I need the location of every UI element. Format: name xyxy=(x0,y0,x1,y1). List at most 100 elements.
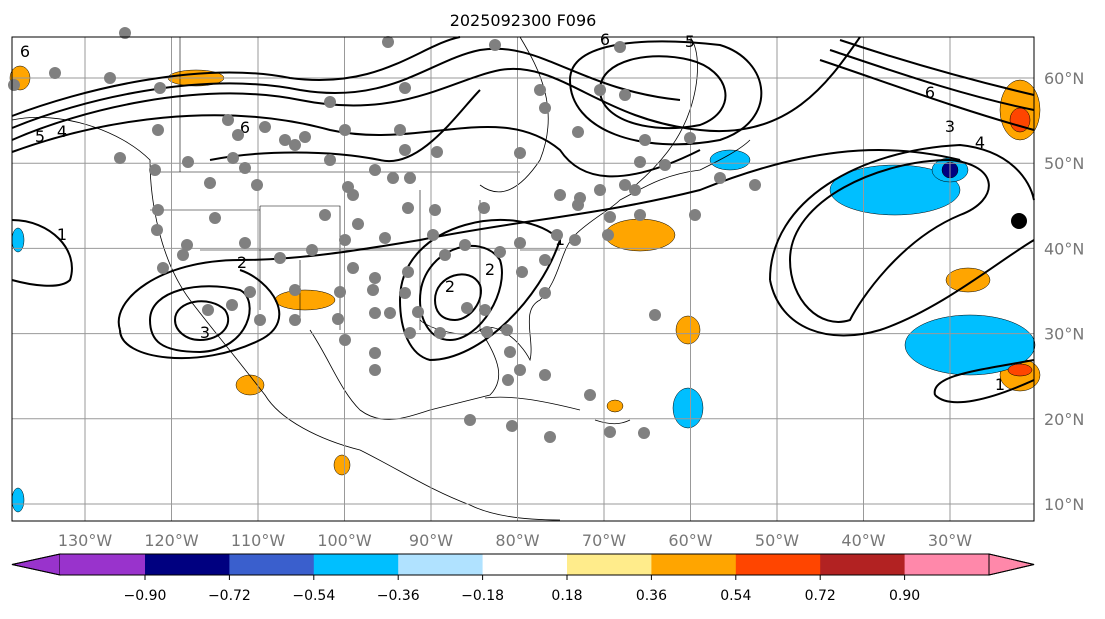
station-point xyxy=(332,313,344,325)
station-point xyxy=(209,212,221,224)
station-point xyxy=(289,284,301,296)
colorbar-segment xyxy=(482,554,568,575)
station-point xyxy=(539,369,551,381)
station-point xyxy=(427,229,439,241)
station-point xyxy=(369,307,381,319)
lon-tick-label: 90°W xyxy=(409,531,453,550)
station-point xyxy=(572,126,584,138)
colorbar-segment xyxy=(735,554,821,575)
station-point xyxy=(244,286,256,298)
station-point xyxy=(154,82,166,94)
colorbar-extend-low xyxy=(11,553,61,576)
contour-line xyxy=(209,89,481,163)
lon-tick-label: 60°W xyxy=(668,531,712,550)
colorbar-tick-label: −0.54 xyxy=(292,588,335,604)
station-point xyxy=(339,124,351,136)
station-point xyxy=(399,287,411,299)
contour-label: 6 xyxy=(600,30,610,49)
station-point xyxy=(461,302,473,314)
colorbar-tick-label: 0.36 xyxy=(636,588,667,604)
contour-label: 6 xyxy=(925,83,935,102)
station-point xyxy=(352,218,364,230)
station-point xyxy=(299,131,311,143)
lon-tick-label: 110°W xyxy=(231,531,286,550)
contour-label: 5 xyxy=(35,127,45,146)
shaded-region xyxy=(235,374,265,396)
colorbar: −0.90 −0.72 −0.54 −0.36 −0.18 0.18 0.36 0.54 0.7… xyxy=(11,553,1035,604)
contour-line xyxy=(433,273,482,322)
contour-line xyxy=(173,300,230,342)
station-point xyxy=(478,202,490,214)
colorbar-extend-high xyxy=(988,553,1035,576)
colorbar-segment xyxy=(229,554,315,575)
contour-line xyxy=(11,219,73,287)
lon-tick-label: 40°W xyxy=(841,531,885,550)
station-point xyxy=(399,82,411,94)
station-point xyxy=(479,304,491,316)
station-point xyxy=(584,389,596,401)
colorbar-tick-label: 0.90 xyxy=(889,588,920,604)
station-point xyxy=(604,211,616,223)
station-point xyxy=(226,299,238,311)
station-point xyxy=(151,224,163,236)
shaded-region xyxy=(945,267,991,293)
colorbar-tick-label: 0.54 xyxy=(720,588,751,604)
lat-tick-label: 20°N xyxy=(1044,410,1084,429)
station-point xyxy=(604,426,616,438)
lat-tick-label: 40°N xyxy=(1044,239,1084,258)
shaded-region xyxy=(11,487,25,513)
lat-tick-label: 30°N xyxy=(1044,325,1084,344)
station-point xyxy=(684,132,696,144)
station-point xyxy=(394,124,406,136)
lat-tick-label: 50°N xyxy=(1044,154,1084,173)
station-point xyxy=(404,327,416,339)
station-point xyxy=(489,39,501,51)
station-point xyxy=(324,96,336,108)
station-point xyxy=(289,314,301,326)
colorbar-outline xyxy=(11,553,1035,576)
station-point xyxy=(516,266,528,278)
lon-tick-label: 70°W xyxy=(582,531,626,550)
station-point xyxy=(259,121,271,133)
station-point xyxy=(539,287,551,299)
colorbar-tick-label: −0.90 xyxy=(124,588,167,604)
contour-line xyxy=(933,359,1035,404)
station-point xyxy=(274,252,286,264)
contour-line xyxy=(11,36,461,117)
station-point xyxy=(634,156,646,168)
station-point xyxy=(239,162,251,174)
station-point xyxy=(149,164,161,176)
lon-tick-label: 100°W xyxy=(317,531,372,550)
station-point xyxy=(629,184,641,196)
shaded-region xyxy=(274,289,336,311)
station-point xyxy=(232,129,244,141)
station-point xyxy=(404,172,416,184)
station-point xyxy=(551,229,563,241)
station-point xyxy=(569,234,581,246)
shaded-region xyxy=(333,454,351,476)
station-point xyxy=(181,239,193,251)
station-point xyxy=(387,172,399,184)
contour-line xyxy=(769,143,1035,337)
lon-tick-label: 80°W xyxy=(495,531,539,550)
station-point xyxy=(429,204,441,216)
station-point xyxy=(347,262,359,274)
contour-label: 3 xyxy=(945,117,955,136)
station-point xyxy=(554,189,566,201)
station-point xyxy=(202,304,214,316)
colorbar-segment xyxy=(313,554,399,575)
lat-ticks: 60°N 50°N 40°N 30°N 20°N 10°N xyxy=(1044,69,1084,514)
map-frame xyxy=(11,36,1035,522)
station-point xyxy=(659,159,671,171)
station-point xyxy=(152,124,164,136)
station-point xyxy=(412,306,424,318)
station-point xyxy=(204,177,216,189)
station-point xyxy=(177,249,189,261)
station-point xyxy=(504,346,516,358)
shaded-region xyxy=(1007,363,1033,377)
colorbar-tick-label: 0.18 xyxy=(551,588,582,604)
station-point xyxy=(494,246,506,258)
station-point xyxy=(501,324,513,336)
station-point xyxy=(459,239,471,251)
gridlines xyxy=(12,37,1034,521)
